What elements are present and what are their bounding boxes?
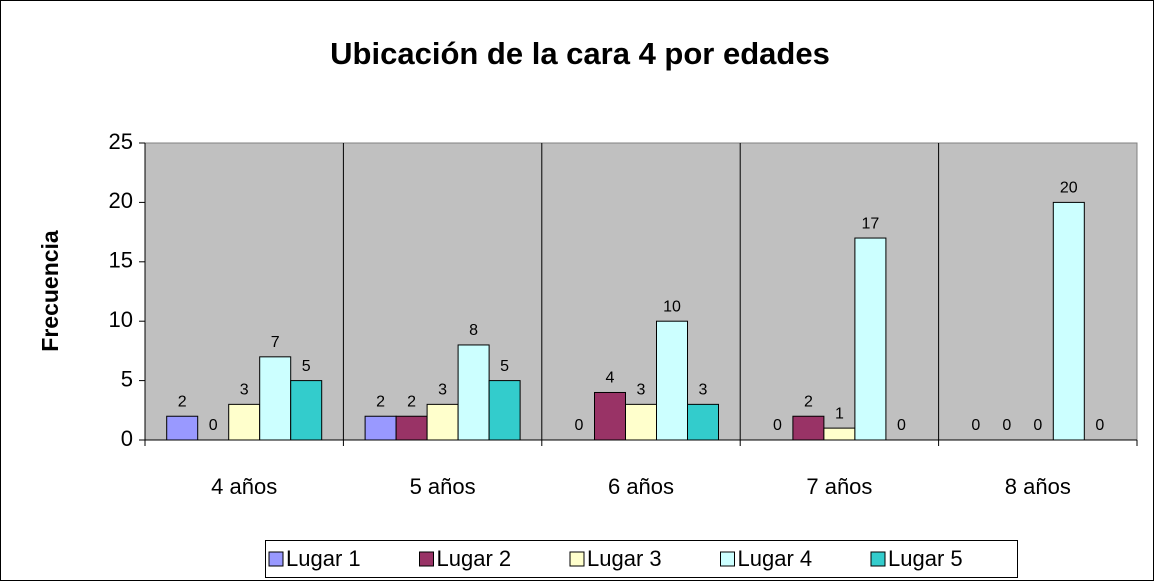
- legend-label: Lugar 1: [286, 546, 361, 571]
- legend-box: [265, 540, 1018, 578]
- bar: [426, 403, 459, 441]
- bar: [259, 356, 292, 441]
- data-label: 3: [240, 382, 249, 399]
- data-label: 5: [500, 358, 509, 375]
- chart-title: Ubicación de la cara 4 por edades: [330, 36, 830, 71]
- legend-swatch: [268, 551, 284, 567]
- bar: [364, 415, 397, 441]
- legend-label: Lugar 2: [437, 546, 512, 571]
- data-label: 4: [606, 370, 615, 387]
- data-label: 0: [575, 417, 584, 434]
- x-tick-label: 8 años: [1005, 474, 1071, 499]
- data-label: 0: [1033, 417, 1042, 434]
- legend-label: Lugar 4: [738, 546, 813, 571]
- bar: [457, 344, 490, 441]
- bar: [687, 403, 719, 441]
- bar: [395, 415, 428, 441]
- y-tick-label: 20: [109, 188, 133, 213]
- legend-swatch: [870, 551, 886, 567]
- data-label: 1: [835, 405, 844, 422]
- x-tick-label: 7 años: [806, 474, 872, 499]
- data-label: 0: [1095, 417, 1104, 434]
- data-label: 2: [376, 393, 385, 410]
- data-label: 3: [699, 382, 708, 399]
- data-label: 0: [897, 417, 906, 434]
- bar: [228, 403, 261, 441]
- data-label: 0: [773, 417, 782, 434]
- x-tick-label: 4 años: [211, 474, 277, 499]
- legend-swatch: [569, 551, 585, 567]
- data-label: 2: [804, 393, 813, 410]
- data-label: 3: [637, 382, 646, 399]
- data-label: 7: [271, 334, 280, 351]
- data-label: 0: [209, 417, 218, 434]
- bar: [625, 403, 657, 441]
- data-label: 2: [407, 393, 416, 410]
- data-label: 0: [971, 417, 980, 434]
- bar: [488, 380, 521, 441]
- data-label: 8: [469, 322, 478, 339]
- bar: [1052, 201, 1085, 441]
- legend-swatch: [419, 551, 434, 567]
- x-tick-label: 6 años: [608, 474, 674, 499]
- bar: [854, 237, 887, 441]
- data-label: 17: [862, 215, 880, 232]
- bar: [594, 391, 626, 441]
- x-tick-label: 5 años: [410, 474, 476, 499]
- bar: [792, 415, 825, 441]
- y-tick-label: 10: [109, 307, 133, 332]
- data-label: 5: [302, 358, 311, 375]
- y-tick-label: 5: [121, 366, 133, 391]
- y-tick-label: 0: [121, 426, 133, 451]
- y-tick-label: 15: [109, 248, 133, 273]
- legend-swatch: [720, 551, 735, 567]
- bar: [656, 320, 688, 441]
- data-label: 3: [438, 382, 447, 399]
- data-label: 20: [1060, 180, 1078, 197]
- legend-label: Lugar 5: [888, 546, 963, 571]
- data-label: 2: [178, 393, 187, 410]
- data-label: 0: [1002, 417, 1011, 434]
- bar: [290, 380, 323, 441]
- bar: [166, 415, 199, 441]
- data-label: 10: [663, 298, 681, 315]
- y-axis-label: Frecuencia: [37, 230, 63, 352]
- y-tick-label: 25: [109, 129, 133, 154]
- legend-label: Lugar 3: [587, 546, 662, 571]
- bar: [823, 427, 856, 441]
